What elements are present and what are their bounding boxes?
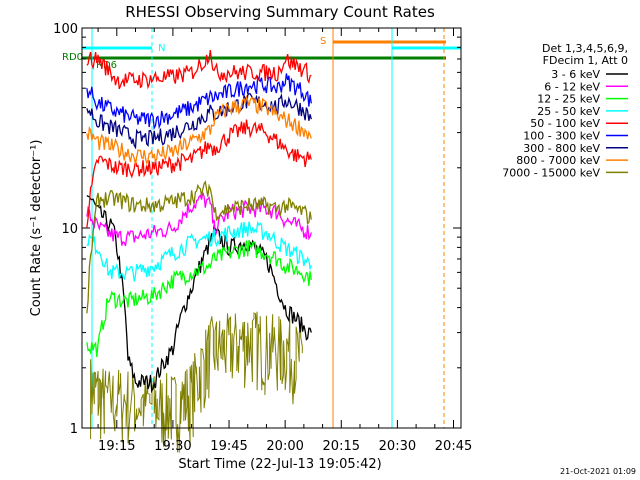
rd0-label: RD0: [62, 52, 83, 63]
x-tick-label: 20:45: [435, 439, 472, 454]
x-tick-label: 19:30: [154, 439, 191, 454]
legend-entry-label: 12 - 25 keV: [537, 93, 600, 106]
series-line-7: [86, 94, 312, 165]
x-tick-label: 20:15: [323, 439, 360, 454]
series-line-8: [86, 180, 312, 314]
night-label: N: [158, 43, 165, 54]
x-tick-label: 20:30: [379, 439, 416, 454]
legend-entry-label: 6 - 12 keV: [544, 80, 600, 93]
y-tick-label: 10: [61, 222, 78, 237]
x-tick-label: 20:00: [266, 439, 303, 454]
legend-entry-label: 7000 - 15000 keV: [502, 166, 600, 179]
series-line-6: [86, 93, 312, 150]
series-line-2: [86, 240, 312, 357]
axis-ticks: 1 10 100 19:15 19:30 19:45 20:00 20:15 20:30 20:4…: [53, 22, 472, 454]
legend-entry-label: 800 - 7000 keV: [516, 154, 600, 167]
legend: Det 1,3,4,5,6,9, FDecim 1, Att 0 3 - 6 k…: [502, 42, 628, 179]
legend-entry-label: 25 - 50 keV: [537, 105, 600, 118]
legend-entry-label: 3 - 6 keV: [551, 68, 600, 81]
x-axis-title: Start Time (22-Jul-13 19:05:42): [178, 457, 381, 472]
olive-floor-band: [90, 311, 303, 453]
legend-header-line-2: FDecim 1, Att 0: [543, 54, 628, 67]
y-tick-label: 100: [53, 22, 78, 37]
series-line-4: [86, 119, 312, 228]
legend-entry-label: 50 - 100 keV: [530, 117, 600, 130]
series-line-1: [86, 192, 312, 247]
y-tick-label: 1: [70, 422, 78, 437]
series-line-0: [86, 194, 312, 394]
legend-entry-label: 300 - 800 keV: [523, 142, 600, 155]
legend-header-line-1: Det 1,3,4,5,6,9,: [542, 42, 628, 55]
y-axis-title: Count Rate (s⁻¹ detector⁻¹): [29, 140, 44, 317]
series-line-3: [86, 220, 312, 282]
x-tick-label: 19:15: [98, 439, 135, 454]
saa-label: S: [320, 36, 326, 47]
x-tick-label: 19:45: [210, 439, 247, 454]
footer-date: 21-Oct-2021 01:09: [560, 467, 636, 476]
series-line-5: [86, 73, 312, 131]
legend-entry-label: 100 - 300 keV: [523, 130, 600, 143]
series-line-9: [86, 50, 312, 90]
chart-title: RHESSI Observing Summary Count Rates: [125, 3, 435, 21]
